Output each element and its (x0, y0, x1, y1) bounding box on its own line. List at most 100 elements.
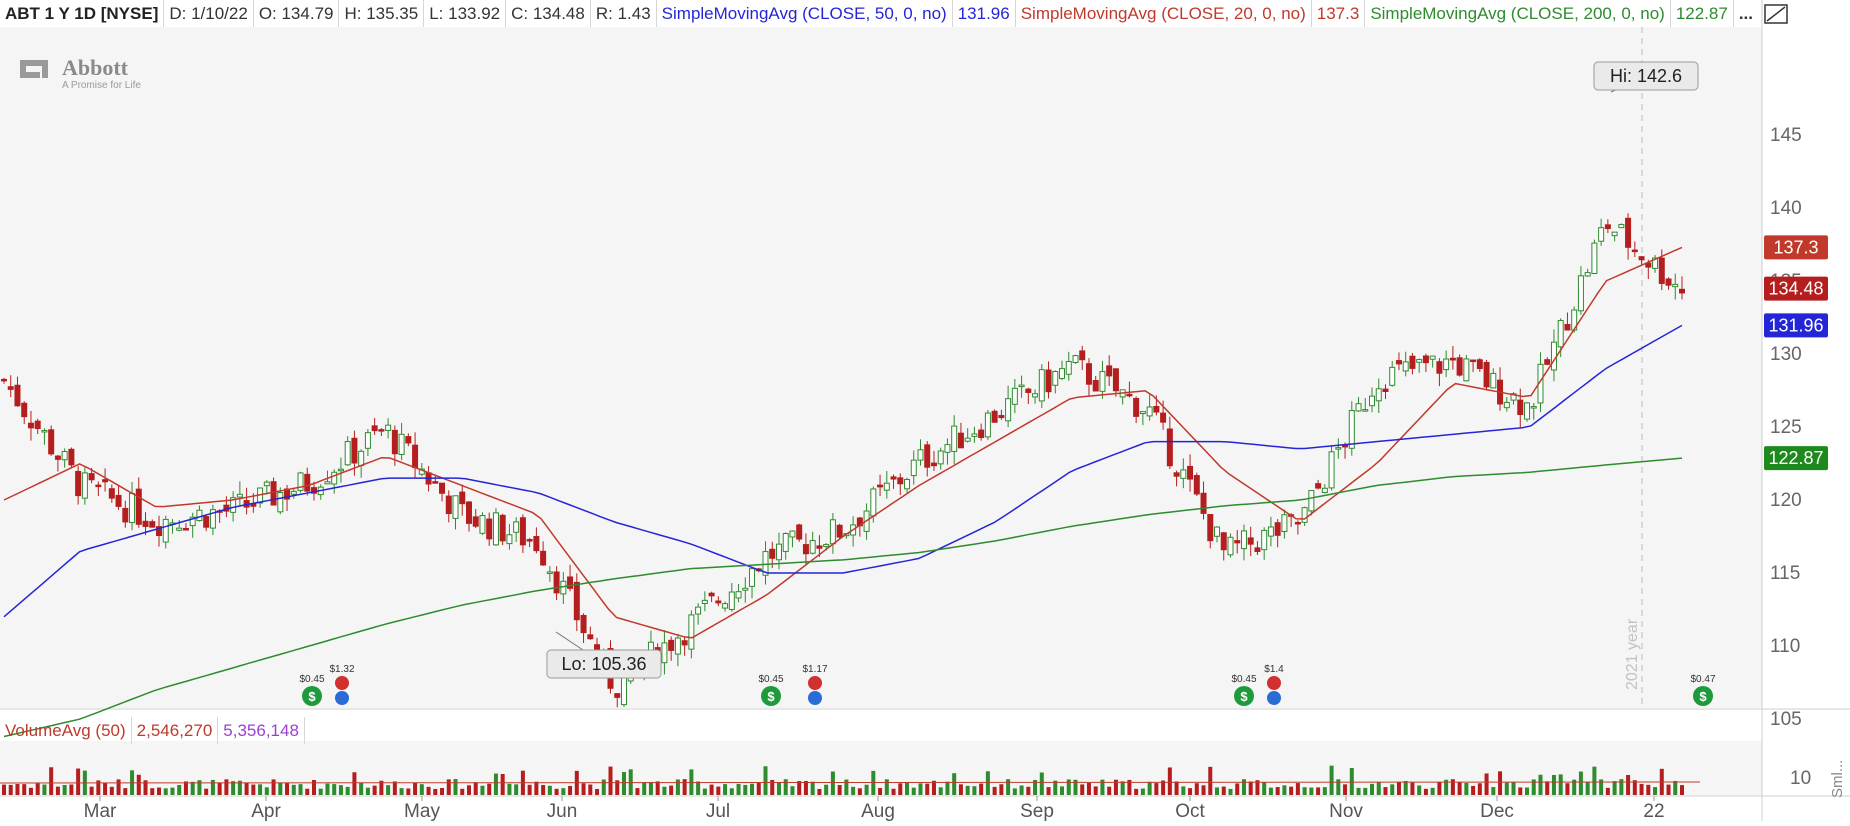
candle-body[interactable] (1085, 363, 1092, 385)
earnings-icon[interactable] (1267, 676, 1281, 690)
candle-body[interactable] (1153, 405, 1160, 413)
candle-body[interactable] (580, 614, 587, 634)
candle-body[interactable] (1550, 341, 1557, 371)
candle-body[interactable] (378, 429, 385, 432)
candle-body[interactable] (149, 521, 156, 528)
candle-body[interactable] (519, 517, 526, 546)
candle-body[interactable] (951, 425, 958, 452)
candle-body[interactable] (68, 448, 75, 466)
candle-body[interactable] (1591, 242, 1598, 275)
candle-body[interactable] (749, 568, 756, 587)
candle-body[interactable] (499, 514, 506, 542)
candle-body[interactable] (722, 603, 729, 609)
candle-body[interactable] (337, 468, 344, 472)
candle-body[interactable] (277, 491, 284, 513)
more-studies-button[interactable]: ... (1738, 3, 1753, 23)
candle-body[interactable] (1112, 368, 1119, 392)
candle-body[interactable] (526, 539, 533, 542)
candle-body[interactable] (102, 479, 109, 483)
candle-body[interactable] (1106, 365, 1113, 377)
candle-body[interactable] (553, 571, 560, 594)
candle-body[interactable] (1483, 361, 1490, 388)
dividend-icon[interactable] (761, 686, 781, 706)
candle-body[interactable] (802, 544, 809, 555)
sma20-label[interactable]: SimpleMovingAvg (CLOSE, 20, 0, no) (1016, 0, 1312, 27)
candle-body[interactable] (762, 551, 769, 576)
candle-body[interactable] (108, 488, 115, 499)
candle-body[interactable] (1476, 359, 1483, 370)
candle-body[interactable] (1618, 224, 1625, 229)
candle-body[interactable] (1348, 410, 1355, 449)
candle-body[interactable] (1099, 371, 1106, 392)
candle-body[interactable] (398, 433, 405, 455)
candle-body[interactable] (1173, 472, 1180, 477)
candle-body[interactable] (155, 526, 162, 536)
candle-body[interactable] (1315, 483, 1322, 489)
candle-body[interactable] (1645, 262, 1652, 268)
candle-body[interactable] (1449, 357, 1456, 361)
candle-body[interactable] (816, 545, 823, 549)
candle-body[interactable] (1625, 217, 1632, 248)
candle-body[interactable] (836, 524, 843, 538)
candle-body[interactable] (1530, 406, 1537, 409)
candle-body[interactable] (351, 437, 358, 464)
volume-avg-label[interactable]: VolumeAvg (50) (0, 717, 132, 744)
candle-body[interactable] (1166, 428, 1173, 467)
candle-body[interactable] (1362, 409, 1369, 412)
candle-body[interactable] (405, 436, 412, 444)
dividend-icon[interactable] (302, 686, 322, 706)
candle-body[interactable] (465, 501, 472, 524)
candle-body[interactable] (371, 425, 378, 432)
candle-body[interactable] (1018, 384, 1025, 388)
candle-body[interactable] (1038, 369, 1045, 402)
candle-body[interactable] (1652, 257, 1659, 269)
candle-body[interactable] (567, 576, 574, 589)
candle-body[interactable] (54, 455, 61, 460)
candle-body[interactable] (540, 550, 547, 566)
candle-body[interactable] (1025, 388, 1032, 393)
candle-body[interactable] (1510, 393, 1517, 401)
candle-body[interactable] (492, 512, 499, 546)
candle-body[interactable] (1301, 507, 1308, 523)
candle-body[interactable] (809, 540, 816, 554)
candle-body[interactable] (1604, 224, 1611, 230)
candle-body[interactable] (782, 533, 789, 552)
candle-body[interactable] (142, 520, 149, 527)
candle-body[interactable] (1187, 465, 1194, 480)
candle-body[interactable] (1214, 526, 1221, 537)
candle-body[interactable] (1416, 359, 1423, 363)
earnings-info-icon[interactable] (808, 691, 822, 705)
candle-body[interactable] (587, 634, 594, 640)
candle-body[interactable] (695, 606, 702, 615)
candle-body[interactable] (331, 471, 338, 485)
candle-body[interactable] (573, 581, 580, 621)
candle-body[interactable] (230, 497, 237, 513)
candle-body[interactable] (1584, 272, 1591, 277)
candle-body[interactable] (789, 530, 796, 538)
candle-body[interactable] (957, 432, 964, 449)
candle-body[interactable] (1180, 469, 1187, 479)
candle-body[interactable] (41, 429, 48, 433)
candle-body[interactable] (1005, 398, 1012, 422)
candle-body[interactable] (1193, 475, 1200, 495)
candle-body[interactable] (715, 600, 722, 604)
candle-body[interactable] (1160, 412, 1167, 423)
candle-body[interactable] (1564, 324, 1571, 331)
candle-body[interactable] (796, 524, 803, 540)
candle-body[interactable] (391, 429, 398, 455)
candle-body[interactable] (1665, 278, 1672, 286)
candle-body[interactable] (506, 534, 513, 545)
candle-body[interactable] (1227, 536, 1234, 556)
sma200-label[interactable]: SimpleMovingAvg (CLOSE, 200, 0, no) (1365, 0, 1671, 27)
dividend-icon[interactable] (1234, 686, 1254, 706)
candle-body[interactable] (122, 507, 129, 523)
candle-body[interactable] (1470, 359, 1477, 363)
candle-body[interactable] (823, 544, 830, 547)
earnings-icon[interactable] (335, 676, 349, 690)
candle-body[interactable] (1611, 231, 1618, 237)
candle-body[interactable] (701, 599, 708, 604)
candle-body[interactable] (385, 424, 392, 431)
candle-body[interactable] (14, 384, 21, 407)
earnings-icon[interactable] (808, 676, 822, 690)
